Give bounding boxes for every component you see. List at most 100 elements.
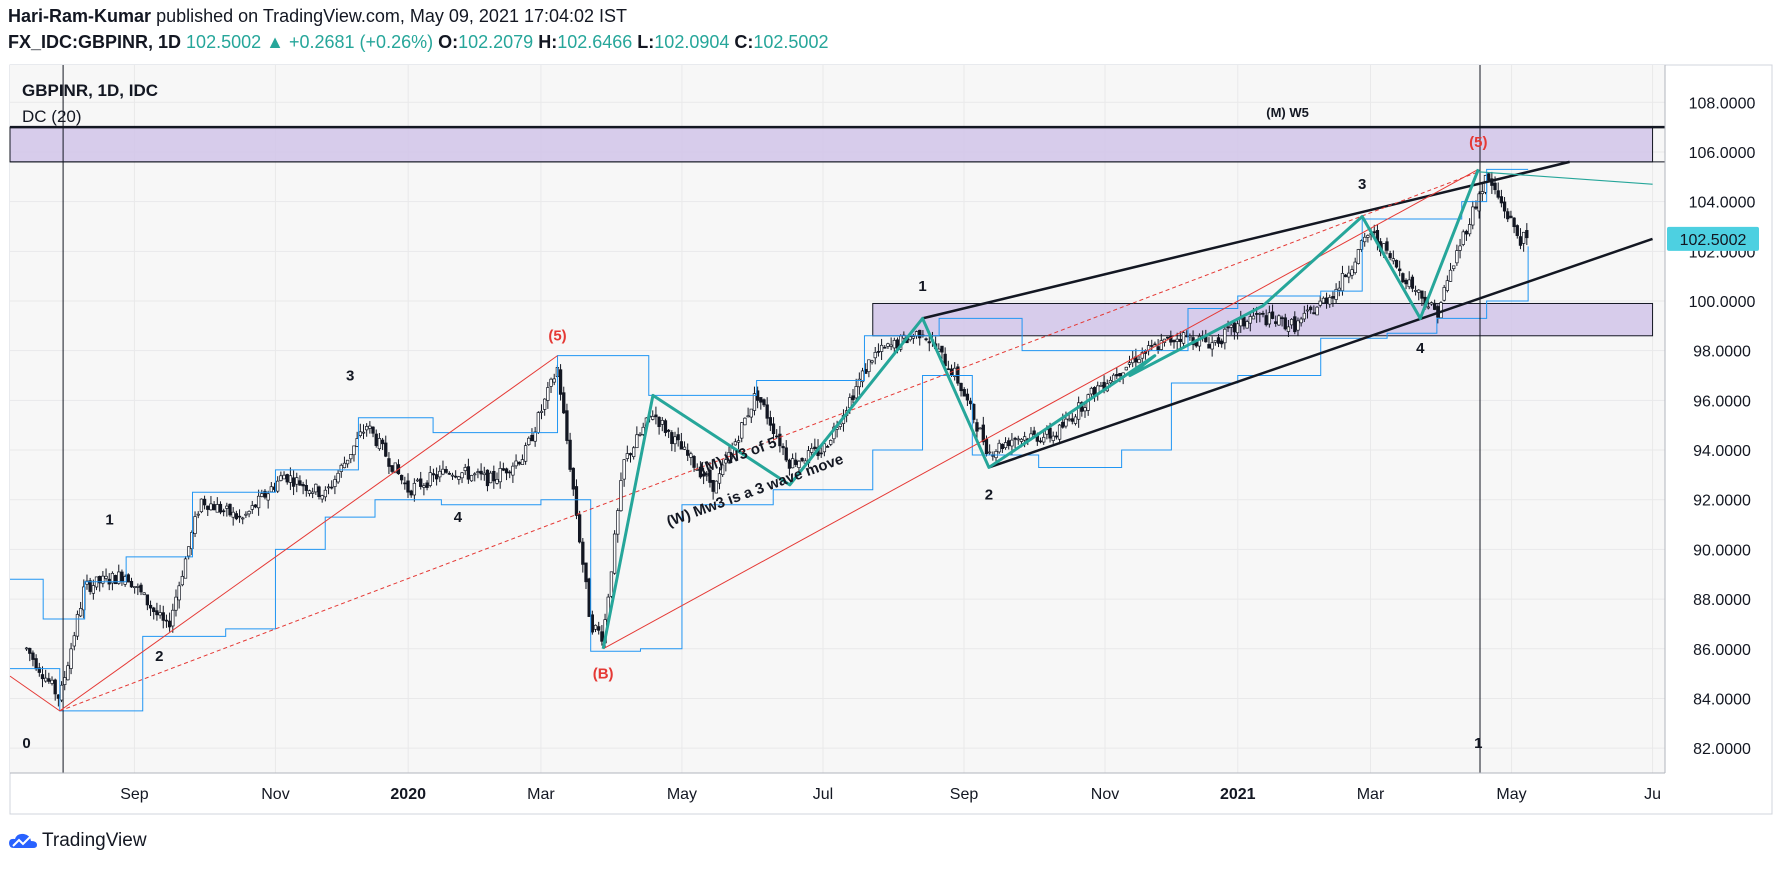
candle-body: [285, 474, 289, 483]
y-tick-label: 92.0000: [1693, 493, 1751, 510]
candle-body: [174, 596, 178, 611]
candle-body: [1061, 421, 1065, 428]
candle-body: [708, 469, 712, 483]
candle-body: [492, 471, 496, 482]
candle-body: [1261, 312, 1265, 315]
candle-body: [247, 511, 251, 515]
candle-body: [543, 398, 547, 410]
candle-body: [682, 446, 687, 450]
candle-body: [1064, 418, 1068, 427]
candle-body: [1229, 324, 1233, 328]
author-name[interactable]: Hari-Ram-Kumar: [8, 6, 152, 26]
candle-body: [762, 399, 766, 406]
indicator-label[interactable]: DC (20): [22, 107, 82, 126]
plot-area[interactable]: [10, 65, 1665, 773]
candle-body: [689, 453, 693, 458]
candle-body: [981, 424, 985, 443]
candle-body: [533, 431, 537, 442]
candle-body: [1223, 328, 1227, 344]
candle-body: [425, 482, 429, 488]
candle-body: [1153, 343, 1157, 346]
candle-body: [1057, 424, 1062, 440]
candle-body: [1213, 340, 1217, 343]
candle-body: [616, 510, 620, 535]
candle-body: [44, 677, 48, 682]
candle-body: [1385, 241, 1389, 251]
candle-body: [1000, 443, 1005, 450]
candle-body: [1509, 215, 1513, 218]
candle-body: [412, 482, 417, 496]
tradingview-footer[interactable]: TradingView: [8, 830, 147, 852]
candle-body: [415, 479, 420, 482]
candle-body: [892, 340, 896, 349]
candle-body: [549, 378, 553, 387]
candle-body: [978, 427, 982, 430]
candle-body: [590, 614, 595, 633]
candle-body: [434, 474, 439, 480]
candle-body: [1140, 352, 1144, 359]
candle-body: [717, 473, 722, 484]
candle-body: [1210, 342, 1214, 350]
candle-body: [276, 480, 280, 492]
candle-body: [454, 475, 458, 478]
candle-body: [1452, 265, 1456, 269]
candle-body: [218, 503, 223, 513]
candle-body: [158, 612, 162, 616]
candle-body: [1356, 249, 1361, 264]
candle-body: [1324, 297, 1329, 304]
candle-body: [1248, 316, 1252, 324]
candle-body: [1235, 323, 1240, 334]
candle-body: [161, 612, 165, 621]
y-axis[interactable]: 108.0000106.0000104.0000102.0000100.0000…: [1667, 95, 1759, 758]
candle-body: [1502, 201, 1507, 212]
candle-body: [28, 647, 32, 654]
candle-body: [635, 434, 639, 449]
candle-body: [260, 493, 264, 497]
candle-body: [1401, 273, 1405, 283]
candle-body: [749, 408, 753, 418]
candle-body: [1010, 439, 1014, 447]
candle-body: [358, 431, 362, 436]
candle-body: [771, 423, 776, 435]
candle-body: [504, 468, 509, 474]
candle-body: [1487, 173, 1491, 181]
candle-body: [593, 624, 598, 630]
candle-body: [263, 490, 267, 498]
candle-body: [361, 431, 366, 434]
candle-body: [676, 434, 680, 441]
x-tick-label: May: [1496, 786, 1526, 803]
x-axis[interactable]: Sep Nov 2020 Mar May Jul Sep Nov 2021 Mar May Ju: [120, 786, 1661, 803]
candle-body: [133, 586, 137, 589]
candle-body: [918, 329, 922, 339]
candle-body: [202, 498, 207, 506]
change-value: +0.2681 (+0.26%): [288, 32, 434, 52]
candle-body: [352, 445, 356, 456]
candle-body: [1474, 206, 1478, 209]
candle-body: [736, 440, 741, 443]
candle-body: [1296, 320, 1300, 331]
candle-body: [514, 460, 518, 467]
x-tick-label: Mar: [527, 786, 555, 803]
candle-body: [1334, 289, 1338, 300]
candle-body: [968, 400, 973, 405]
candle-body: [342, 462, 347, 469]
candle-body: [539, 410, 544, 413]
candle-body: [527, 437, 531, 445]
candle-body: [460, 472, 464, 479]
candle-body: [1286, 326, 1291, 332]
candle-body: [625, 453, 629, 459]
wave-label: (5): [1469, 134, 1487, 151]
candle-body: [813, 446, 817, 449]
candle-body: [743, 417, 747, 426]
candle-body: [1274, 321, 1278, 324]
candle-body: [269, 486, 273, 493]
candle-body: [1054, 435, 1059, 438]
candle-body: [1293, 316, 1297, 333]
candle-body: [1426, 306, 1430, 309]
x-tick-label: May: [667, 786, 697, 803]
y-tick-label: 86.0000: [1693, 642, 1751, 659]
trend-line: [988, 237, 1653, 469]
candle-body: [1506, 211, 1510, 220]
candle-body: [1420, 290, 1424, 299]
